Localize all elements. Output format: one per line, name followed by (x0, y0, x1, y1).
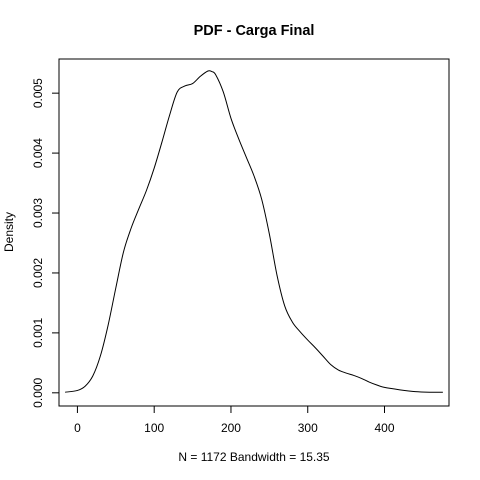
x-axis: 0 100 200 300 400 (74, 405, 395, 435)
y-tick-label: 0.001 (31, 318, 45, 348)
x-tick-label: 100 (144, 421, 164, 435)
x-tick-label: 300 (298, 421, 318, 435)
y-tick-label: 0.002 (31, 258, 45, 288)
plot-frame (58, 58, 450, 407)
y-tick-label: 0.004 (31, 138, 45, 168)
y-axis: 0.000 0.001 0.002 0.003 0.004 0.005 (31, 78, 60, 408)
y-tick-label: 0.005 (31, 78, 45, 108)
x-tick-label: 200 (221, 421, 241, 435)
y-tick-label: 0.003 (31, 198, 45, 228)
y-tick-label: 0.000 (31, 377, 45, 407)
density-curve (65, 70, 443, 393)
y-axis-label: Density (2, 212, 16, 252)
x-tick-label: 0 (74, 421, 81, 435)
x-tick-label: 400 (374, 421, 394, 435)
chart-title: PDF - Carga Final (194, 23, 315, 39)
x-axis-label: N = 1172 Bandwidth = 15.35 (178, 450, 330, 464)
